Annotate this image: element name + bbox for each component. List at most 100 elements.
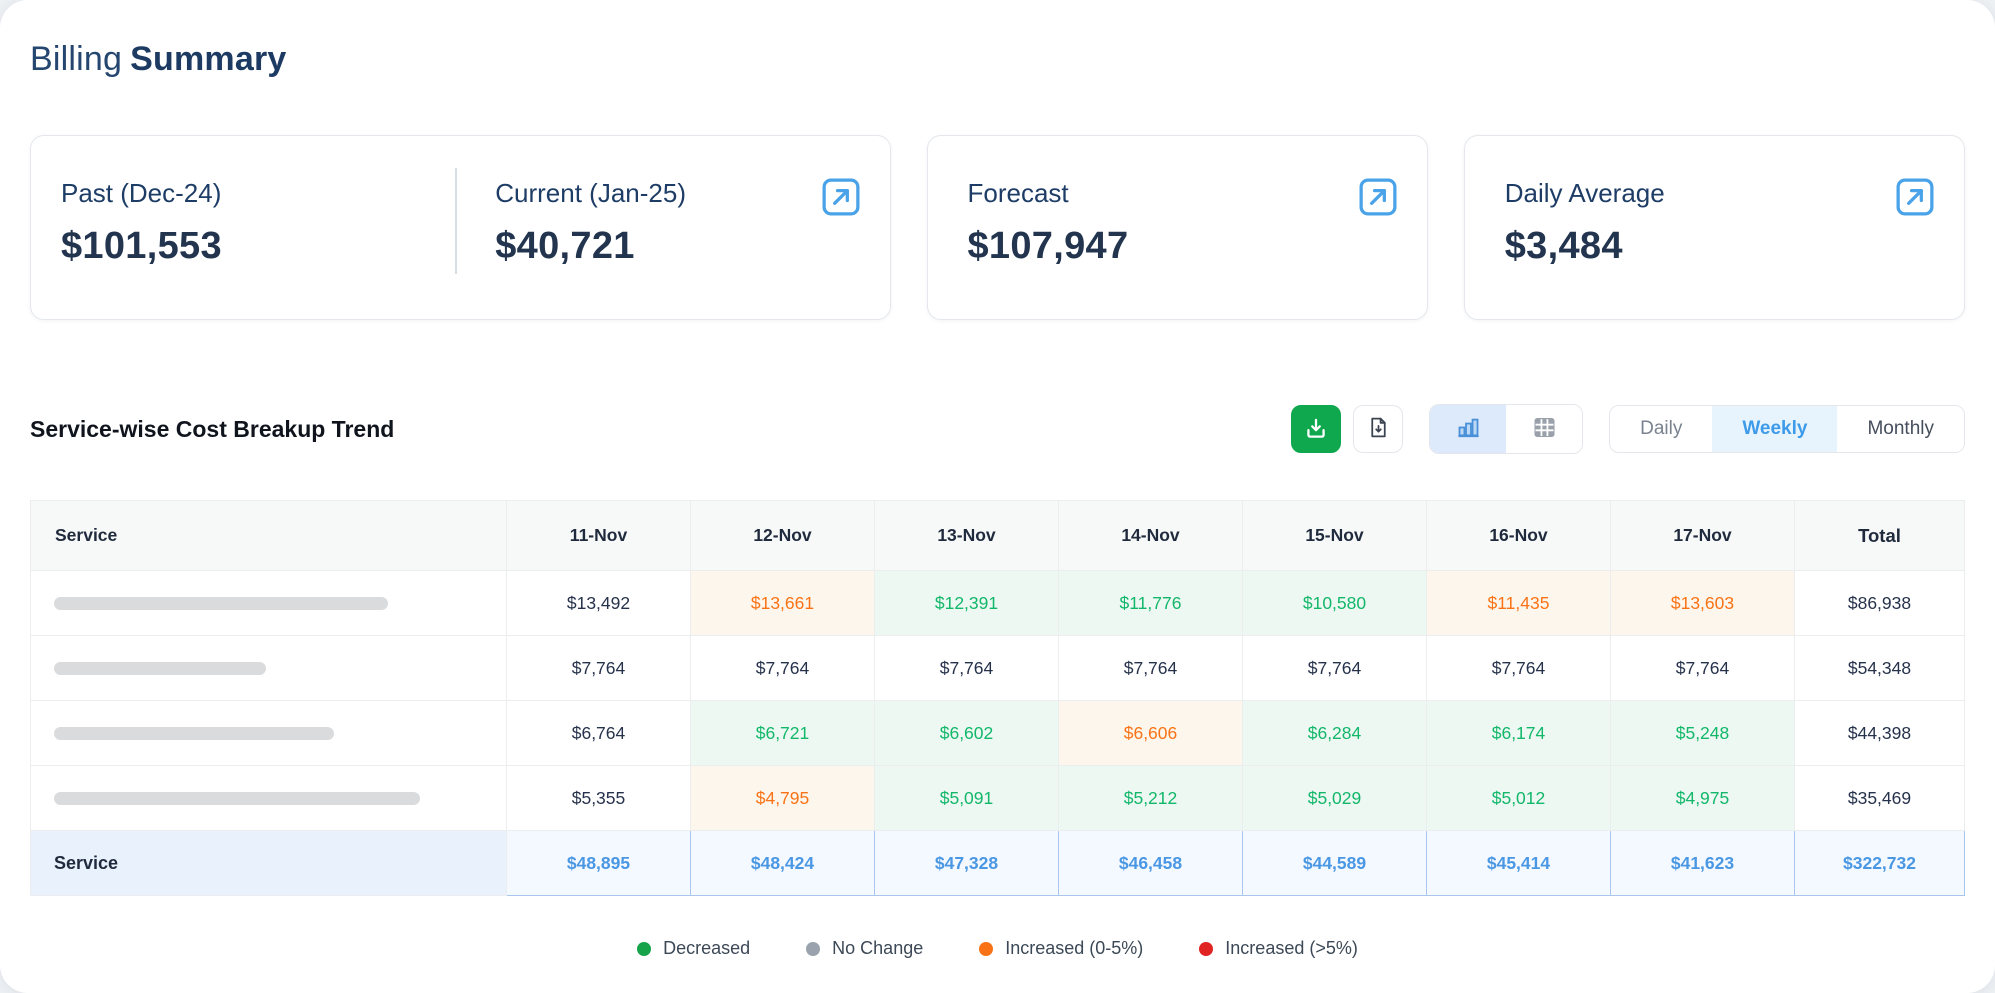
download-icon xyxy=(1303,415,1329,444)
service-cell xyxy=(30,635,507,701)
legend-item-increased-0-5: Increased (0-5%) xyxy=(979,938,1143,959)
value-cell: $13,603 xyxy=(1610,570,1795,636)
section-title: Service-wise Cost Breakup Trend xyxy=(30,415,395,442)
past-section: Past (Dec-24) $101,553 xyxy=(31,136,455,319)
value-cell: $5,012 xyxy=(1426,765,1611,831)
footer-value-cell: $46,458 xyxy=(1058,830,1243,896)
past-label: Past (Dec-24) xyxy=(61,178,222,208)
daily-average-label: Daily Average xyxy=(1504,178,1665,208)
external-link-icon[interactable] xyxy=(1892,174,1938,220)
no-change-dot-icon xyxy=(806,941,821,956)
table-footer-row: Service $48,895 $48,424 $47,328 $46,458 $44,5… xyxy=(30,830,1965,896)
current-label: Current (Jan-25) xyxy=(495,178,686,208)
total-cell: $86,938 xyxy=(1794,570,1965,636)
past-current-card: Past (Dec-24) $101,553 Current (Jan-25) … xyxy=(30,135,891,320)
value-cell: $7,764 xyxy=(1058,635,1243,701)
footer-value-cell: $45,414 xyxy=(1426,830,1611,896)
footer-value-cell: $44,589 xyxy=(1242,830,1427,896)
increased-over-5-dot-icon xyxy=(1199,941,1214,956)
download-button[interactable] xyxy=(1291,405,1342,453)
table-view-icon xyxy=(1531,414,1558,444)
column-header-15-nov: 15-Nov xyxy=(1242,500,1427,571)
column-header-13-nov: 13-Nov xyxy=(874,500,1059,571)
service-cell xyxy=(30,700,507,766)
table-row: $13,492 $13,661 $12,391 $11,776 $10,580 $11,4… xyxy=(30,570,1965,636)
value-cell: $7,764 xyxy=(1426,635,1611,701)
value-cell: $11,776 xyxy=(1058,570,1243,636)
total-cell: $44,398 xyxy=(1794,700,1965,766)
table-view-button[interactable] xyxy=(1506,405,1583,453)
period-tabs: Daily Weekly Monthly xyxy=(1609,405,1965,453)
summary-cards: Past (Dec-24) $101,553 Current (Jan-25) … xyxy=(30,135,1965,320)
service-cell xyxy=(30,570,507,636)
column-header-14-nov: 14-Nov xyxy=(1058,500,1243,571)
legend-item-decreased: Decreased xyxy=(637,938,750,959)
value-cell: $12,391 xyxy=(874,570,1059,636)
tab-weekly[interactable]: Weekly xyxy=(1712,406,1838,452)
daily-average-value: $3,484 xyxy=(1504,225,1623,267)
external-link-icon[interactable] xyxy=(818,174,864,220)
legend: Decreased No Change Increased (0-5%) Inc… xyxy=(30,938,1965,959)
bar-chart-icon xyxy=(1455,414,1482,444)
value-cell: $13,661 xyxy=(690,570,875,636)
card-divider xyxy=(455,168,458,274)
value-cell: $6,602 xyxy=(874,700,1059,766)
value-cell: $6,764 xyxy=(506,700,691,766)
total-cell: $35,469 xyxy=(1794,765,1965,831)
decreased-dot-icon xyxy=(637,941,652,956)
legend-item-increased-over-5: Increased (>5%) xyxy=(1199,938,1358,959)
value-cell: $7,764 xyxy=(690,635,875,701)
value-cell: $7,764 xyxy=(1242,635,1427,701)
tab-daily[interactable]: Daily xyxy=(1610,406,1713,452)
current-value: $40,721 xyxy=(495,225,635,267)
legend-label: Decreased xyxy=(663,938,751,958)
value-cell: $6,174 xyxy=(1426,700,1611,766)
column-header-16-nov: 16-Nov xyxy=(1426,500,1611,571)
value-cell: $6,284 xyxy=(1242,700,1427,766)
service-name-placeholder xyxy=(54,791,421,805)
tab-monthly[interactable]: Monthly xyxy=(1837,406,1964,452)
table-header-row: Service 11-Nov 12-Nov 13-Nov 14-Nov 15-Nov 16-… xyxy=(30,500,1965,571)
footer-value-cell: $47,328 xyxy=(874,830,1059,896)
column-header-total: Total xyxy=(1794,500,1965,571)
footer-total-cell: $322,732 xyxy=(1794,830,1965,896)
legend-label: Increased (0-5%) xyxy=(1005,938,1144,958)
export-file-button[interactable] xyxy=(1353,405,1404,453)
value-cell: $5,029 xyxy=(1242,765,1427,831)
value-cell: $4,795 xyxy=(690,765,875,831)
past-value: $101,553 xyxy=(61,225,222,267)
footer-value-cell: $41,623 xyxy=(1610,830,1795,896)
current-section: Current (Jan-25) $40,721 xyxy=(455,136,889,319)
file-export-icon xyxy=(1366,415,1391,443)
column-header-17-nov: 17-Nov xyxy=(1610,500,1795,571)
cost-breakup-table: Service 11-Nov 12-Nov 13-Nov 14-Nov 15-Nov 16-… xyxy=(30,500,1965,896)
service-cell xyxy=(30,765,507,831)
page-title-bold: Summary xyxy=(130,40,287,78)
value-cell: $13,492 xyxy=(506,570,691,636)
service-name-placeholder xyxy=(54,726,335,740)
forecast-value: $107,947 xyxy=(967,225,1129,267)
service-name-placeholder xyxy=(54,596,389,610)
value-cell: $5,212 xyxy=(1058,765,1243,831)
value-cell: $5,091 xyxy=(874,765,1059,831)
view-mode-toggle xyxy=(1429,404,1584,454)
value-cell: $6,606 xyxy=(1058,700,1243,766)
value-cell: $6,721 xyxy=(690,700,875,766)
value-cell: $11,435 xyxy=(1426,570,1611,636)
legend-item-no-change: No Change xyxy=(806,938,923,959)
total-cell: $54,348 xyxy=(1794,635,1965,701)
page-title-light: Billing xyxy=(30,40,123,78)
service-name-placeholder xyxy=(54,661,267,675)
footer-value-cell: $48,424 xyxy=(690,830,875,896)
value-cell: $5,355 xyxy=(506,765,691,831)
footer-value-cell: $48,895 xyxy=(506,830,691,896)
increased-0-5-dot-icon xyxy=(979,941,994,956)
legend-label: Increased (>5%) xyxy=(1225,938,1358,958)
chart-view-button[interactable] xyxy=(1430,405,1507,453)
external-link-icon[interactable] xyxy=(1355,174,1401,220)
section-controls: Daily Weekly Monthly xyxy=(1291,404,1965,454)
value-cell: $7,764 xyxy=(506,635,691,701)
column-header-12-nov: 12-Nov xyxy=(690,500,875,571)
page-title: Billing Summary xyxy=(30,0,1965,79)
